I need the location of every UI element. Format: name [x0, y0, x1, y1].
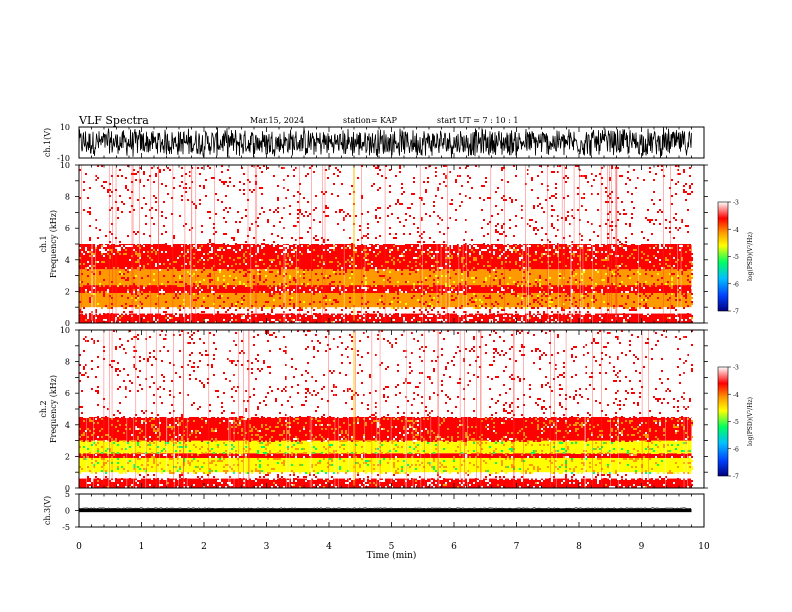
ch2-spectrogram-ytick-label: 6 — [65, 389, 70, 398]
colorbar-ch1-tick-label: -6 — [733, 281, 739, 288]
colorbar-ch1-bar — [717, 201, 729, 312]
start-time-label: start UT = 7 : 10 : 1 — [437, 116, 519, 125]
ch3-waveform-panel: 5 0 -5 ch.3(V) — [43, 490, 705, 532]
ch2-spectrogram-ytick-label: 2 — [65, 452, 70, 461]
x-tick-label: 1 — [139, 542, 145, 552]
x-tick-label: 3 — [264, 542, 270, 552]
colorbar-ch1-tick-label: -7 — [733, 309, 739, 316]
x-tick-label: 8 — [576, 542, 582, 552]
ch1-ytick-label: -10 — [57, 154, 70, 163]
x-tick-label: 4 — [326, 542, 332, 552]
ch1-spectrogram-ytick-label: 0 — [65, 319, 70, 328]
x-axis: 0 1 2 3 4 5 6 7 8 9 10 Time (min) — [76, 542, 710, 561]
ch1-trace — [78, 127, 692, 158]
date-label: Mar.15, 2024 — [250, 116, 305, 125]
ch2-spectrogram-ylabel-channel: ch.2 — [39, 400, 48, 417]
colorbar-ch2-tick-label: -7 — [733, 474, 739, 481]
x-tick-label: 2 — [201, 542, 207, 552]
ch1-ylabel: ch.1(V) — [43, 128, 52, 157]
colorbar-ch2-tick-label: -3 — [733, 365, 739, 372]
ch2-spectrogram-band — [79, 478, 692, 488]
colorbar-ch1-tick-label: -3 — [733, 200, 739, 207]
x-tick-label: 5 — [389, 542, 395, 552]
colorbar-ch2-tick-label: -5 — [733, 419, 739, 426]
colorbar-ch2-bar — [717, 366, 729, 477]
colorbar-ch2: -3 -4 -5 -6 -7 log(PSD)(V²/Hz) — [717, 365, 754, 481]
colorbar-ch2-tick-label: -6 — [733, 446, 739, 453]
ch3-ytick-label: 5 — [65, 490, 70, 499]
ch1-spectrogram-ytick-label: 4 — [65, 256, 70, 265]
x-axis-label: Time (min) — [367, 550, 417, 561]
ch3-ylabel: ch.3(V) — [43, 496, 52, 525]
ch1-spectrogram-ytick-label: 8 — [65, 193, 70, 202]
station-label: station= KAP — [343, 116, 397, 125]
x-tick-label: 0 — [76, 542, 82, 552]
ch2-spectrogram-ytick-label: 8 — [65, 358, 70, 367]
ch1-spectrogram-texture — [79, 165, 693, 323]
colorbar-ch2-label: log(PSD)(V²/Hz) — [747, 397, 754, 446]
colorbar-ch1-tick-label: -4 — [733, 227, 739, 234]
ch1-ytick-label: 10 — [60, 123, 70, 132]
ch1-spectrogram-ytick-label: 2 — [65, 287, 70, 296]
x-tick-label: 7 — [514, 542, 520, 552]
colorbar-ch1-label: log(PSD)(V²/Hz) — [747, 232, 754, 281]
ch3-trace — [78, 507, 692, 510]
ch2-spectrogram-ytick-label: 4 — [65, 421, 70, 430]
ch2-spectrogram-band — [79, 472, 692, 479]
ch2-spectrogram-ytick-label: 0 — [65, 484, 70, 493]
colorbar-ch2-tick-label: -4 — [733, 392, 739, 399]
ch1-spectrogram-ylabel-freq: Frequency (kHz) — [49, 210, 58, 278]
ch1-waveform-panel: 10 -10 ch.1(V) — [43, 123, 705, 163]
colorbar-ch1-tick-label: -5 — [733, 254, 739, 261]
ch2-spectrogram-texture — [79, 330, 693, 488]
x-tick-label: 9 — [639, 542, 645, 552]
ch3-ytick-label: 0 — [65, 507, 70, 516]
ch1-spectrogram-panel: 0 2 4 6 8 10 ch.1 Frequency (kHz) — [39, 161, 708, 328]
ch3-ytick-label: -5 — [62, 523, 70, 532]
ch1-spectrogram-ylabel-channel: ch.1 — [39, 235, 48, 252]
x-tick-label: 10 — [698, 542, 710, 552]
x-tick-label: 6 — [451, 542, 457, 552]
ch1-spectrogram-ytick-label: 6 — [65, 224, 70, 233]
chart-title: VLF Spectra — [79, 114, 149, 127]
ch2-spectrogram-panel: 0 2 4 6 8 10 ch.2 Frequency (kHz) — [39, 326, 708, 493]
colorbar-ch1: -3 -4 -5 -6 -7 log(PSD)(V²/Hz) — [717, 200, 754, 316]
ch3-trace-band — [79, 508, 692, 513]
ch1-spectrogram-ytick-label: 10 — [60, 161, 70, 170]
ch2-spectrogram-ytick-label: 10 — [60, 326, 70, 335]
ch2-spectrogram-ylabel-freq: Frequency (kHz) — [49, 375, 58, 443]
